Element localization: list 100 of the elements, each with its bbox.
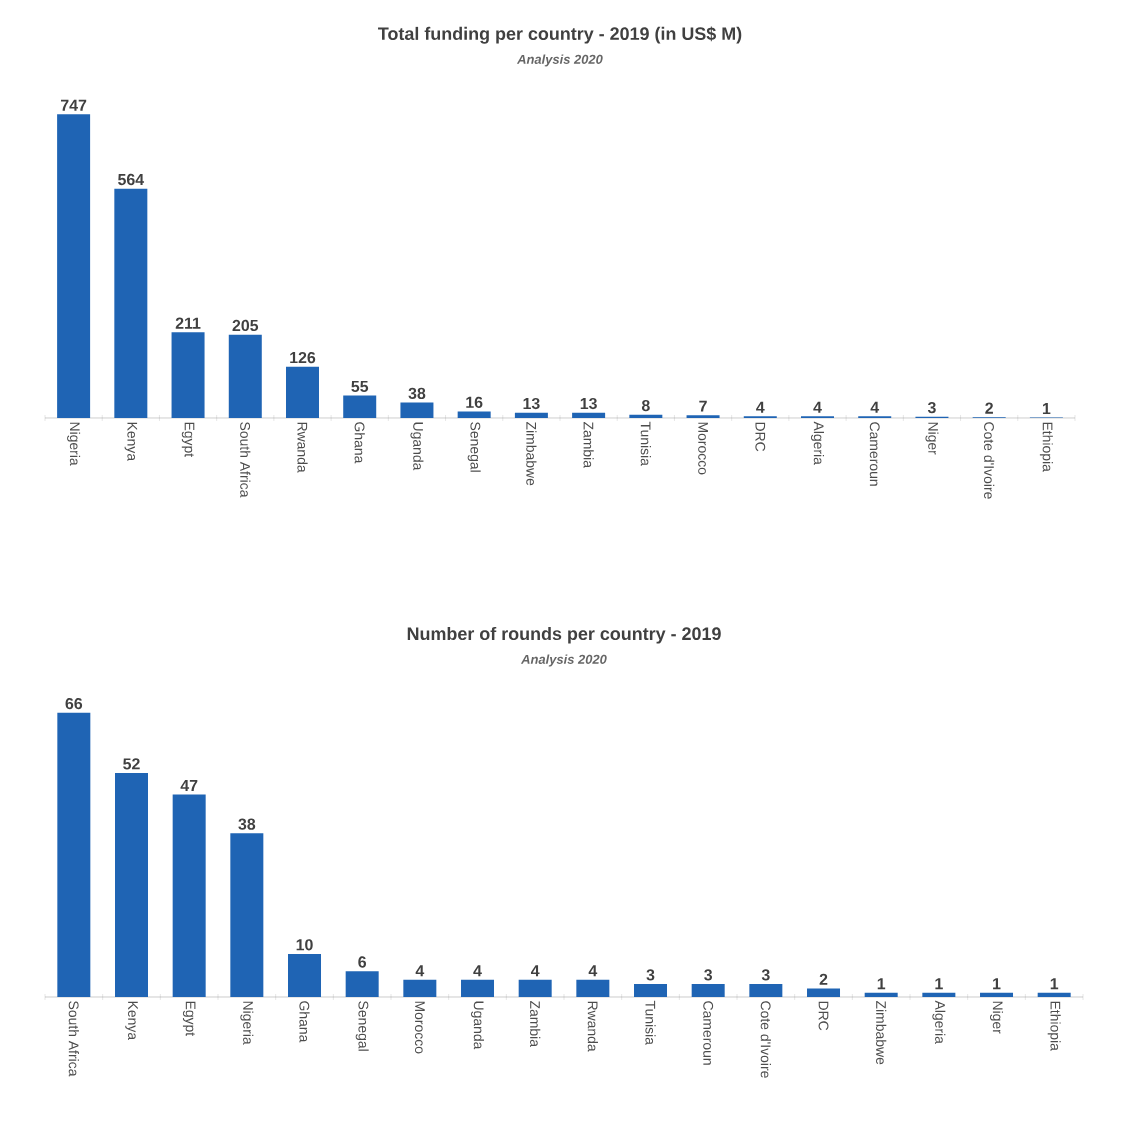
data-label: 13 — [580, 397, 597, 410]
data-label: 3 — [761, 969, 770, 981]
data-label: 4 — [473, 965, 482, 977]
bar — [57, 712, 91, 997]
chart-title: Number of rounds per country - 2019 — [407, 626, 721, 644]
x-tick-label: Uganda — [410, 422, 424, 471]
bar — [228, 334, 262, 418]
data-label: 4 — [756, 401, 765, 413]
data-label: 2 — [819, 973, 828, 985]
x-tick-label: Ethiopia — [1039, 422, 1053, 472]
bar — [345, 971, 379, 997]
bar — [980, 992, 1014, 997]
x-tick-label: Senegal — [355, 1001, 369, 1051]
bar — [114, 188, 148, 418]
x-tick-label: Morocco — [414, 1001, 425, 1054]
data-label: 1 — [1050, 978, 1059, 990]
bar — [749, 984, 783, 997]
data-label: 4 — [415, 965, 425, 977]
x-tick-label: Tunisia — [640, 421, 651, 466]
x-tick-label: Nigeria — [240, 1001, 254, 1045]
data-label: 4 — [813, 401, 822, 413]
x-tick-label: DRC — [818, 1001, 829, 1031]
x-tick-label: Morocco — [698, 422, 708, 475]
x-tick-label: Senegal — [467, 422, 481, 472]
bar — [172, 794, 206, 997]
x-tick-label: Cameroun — [869, 422, 880, 486]
x-tick-label: South Africa — [68, 1001, 79, 1077]
data-label: 4 — [588, 965, 598, 977]
x-tick-label: DRC — [755, 422, 766, 452]
data-label: 55 — [351, 380, 369, 393]
x-tick-label: Cameroun — [703, 1001, 714, 1065]
x-tick-label: Zimbabwe — [876, 1000, 887, 1065]
data-label: 747 — [61, 99, 87, 111]
bar — [576, 979, 610, 997]
x-tick-label: Zambia — [583, 421, 594, 469]
x-tick-label: South Africa — [240, 422, 251, 498]
data-label: 13 — [523, 397, 540, 410]
data-label: 1 — [935, 978, 943, 990]
bar — [400, 402, 434, 418]
x-tick-label: Egypt — [181, 422, 195, 458]
data-label: 3 — [927, 401, 936, 414]
data-label: 7 — [699, 400, 707, 412]
data-label: 205 — [232, 319, 259, 332]
bar — [288, 953, 322, 997]
data-label: 8 — [641, 399, 650, 412]
x-tick-label: Algeria — [932, 1000, 946, 1044]
x-tick-label: Algeria — [811, 421, 824, 465]
bar — [686, 415, 720, 418]
data-label: 38 — [238, 818, 256, 830]
x-tick-label: Kenya — [124, 422, 138, 462]
x-tick-label: Zimbabwe — [526, 421, 537, 486]
data-label: 66 — [65, 697, 83, 710]
data-label: 564 — [118, 173, 145, 186]
bar — [518, 979, 552, 997]
x-tick-label: Egypt — [182, 1001, 196, 1037]
bar — [629, 414, 663, 418]
x-tick-label: Uganda — [471, 1001, 485, 1050]
data-label: 6 — [358, 956, 367, 968]
x-tick-label: Cote d'Ivoire — [760, 1001, 771, 1078]
bar — [572, 412, 606, 418]
data-label: 1 — [877, 978, 886, 990]
x-tick-label: Rwanda — [297, 422, 308, 473]
bar — [171, 332, 205, 418]
data-label: 4 — [530, 965, 540, 977]
data-label: 10 — [296, 939, 313, 951]
data-label: 211 — [175, 317, 201, 329]
bar — [864, 992, 898, 997]
bar — [343, 395, 377, 418]
bar — [1037, 992, 1071, 997]
bar — [115, 773, 148, 997]
data-label: 3 — [646, 969, 655, 981]
x-tick-label: Nigeria — [67, 422, 81, 466]
data-label: 126 — [290, 351, 316, 364]
data-label: 52 — [123, 758, 140, 770]
bar — [807, 988, 841, 997]
data-label: 2 — [985, 402, 993, 414]
bar — [922, 992, 956, 997]
bar — [461, 979, 495, 997]
x-tick-label: Cote d'Ivoire — [984, 422, 995, 499]
bar — [691, 984, 725, 997]
bar — [57, 114, 91, 418]
data-label: 16 — [466, 396, 483, 408]
bar — [403, 979, 437, 997]
bar — [230, 833, 264, 997]
x-tick-label: Rwanda — [587, 1001, 598, 1052]
x-tick-label: Niger — [990, 1001, 1004, 1034]
bar — [457, 411, 491, 418]
data-label: 1 — [993, 978, 1001, 990]
x-tick-label: Zambia — [530, 1000, 541, 1048]
data-label: 47 — [180, 780, 198, 792]
x-tick-label: Ethiopia — [1047, 1001, 1061, 1051]
x-tick-label: Niger — [925, 422, 939, 455]
x-tick-label: Kenya — [125, 1001, 138, 1041]
data-label: 38 — [408, 387, 426, 400]
bar — [514, 412, 548, 418]
chart-subtitle: Analysis 2020 — [520, 654, 607, 667]
chart-subtitle: Analysis 2020 — [516, 54, 603, 67]
x-tick-label: Ghana — [354, 422, 365, 464]
data-label: 4 — [870, 401, 880, 413]
x-tick-label: Ghana — [299, 1001, 310, 1043]
